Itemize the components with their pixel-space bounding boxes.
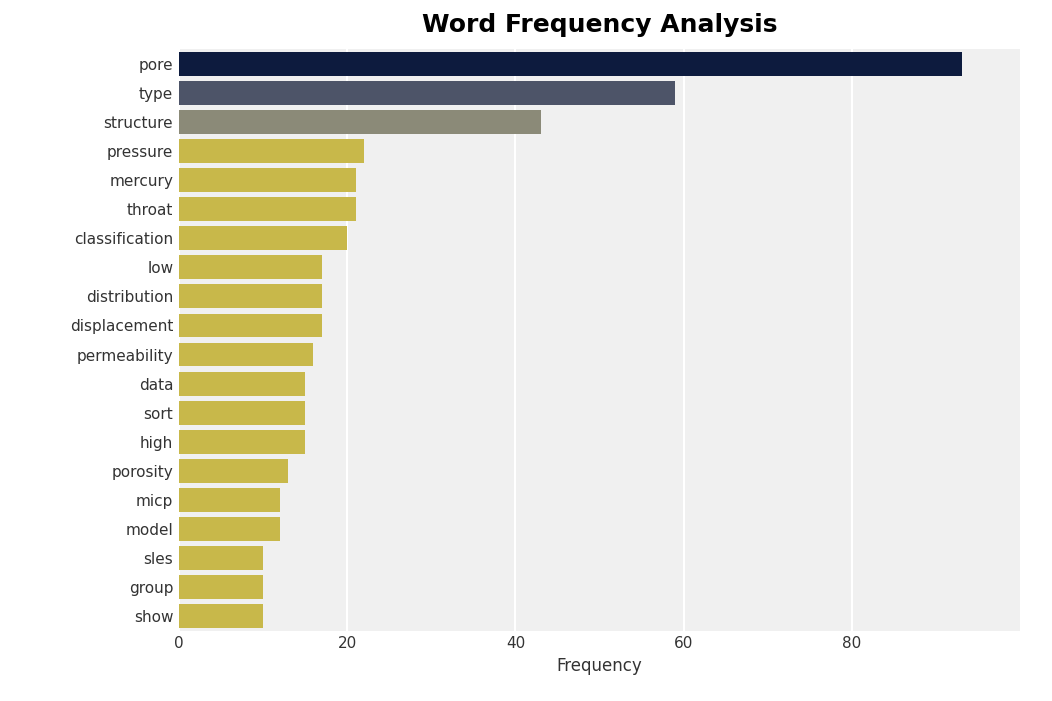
Bar [179, 401, 305, 425]
Bar [179, 459, 288, 483]
Bar [179, 168, 356, 192]
Bar [179, 226, 347, 250]
Bar [179, 255, 322, 279]
Bar [179, 372, 305, 395]
Bar [179, 197, 356, 221]
Bar [179, 604, 263, 628]
Bar [179, 313, 322, 337]
Bar [179, 576, 263, 599]
X-axis label: Frequency: Frequency [557, 657, 643, 675]
Bar [179, 343, 313, 367]
Bar [179, 81, 675, 104]
Title: Word Frequency Analysis: Word Frequency Analysis [422, 13, 777, 37]
Bar [179, 430, 305, 454]
Bar [179, 110, 541, 134]
Bar [179, 517, 280, 541]
Bar [179, 52, 962, 76]
Bar [179, 139, 364, 163]
Bar [179, 285, 322, 308]
Bar [179, 546, 263, 570]
Bar [179, 488, 280, 512]
